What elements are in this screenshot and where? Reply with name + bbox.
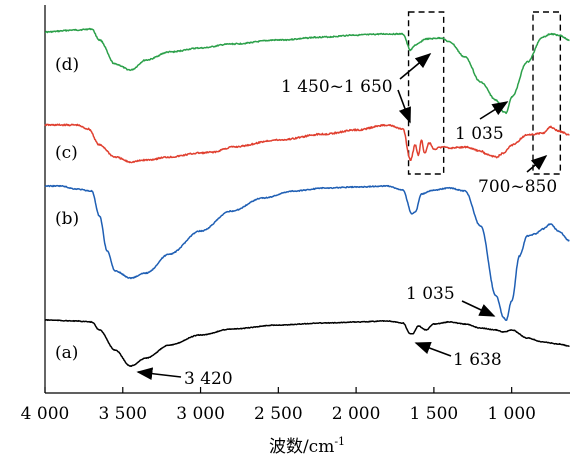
annotation-1450-1650: 1 450~1 650 <box>281 77 393 97</box>
annotation-1035-d: 1 035 <box>455 124 504 144</box>
series-line <box>44 318 570 367</box>
series-line <box>44 123 570 164</box>
x-tick-label: 3 500 <box>98 404 147 424</box>
highlight-boxes <box>407 11 562 175</box>
x-axis-title-text: 波数/cm <box>269 437 334 457</box>
arrow-3420 <box>136 367 182 381</box>
series-line <box>44 27 570 115</box>
arrow-1450-1650-upper <box>399 52 432 80</box>
arrow-1035-b <box>461 300 496 317</box>
series-line <box>44 184 570 322</box>
arrow-700-850 <box>526 154 548 173</box>
x-tick-labels: 4 000 3 500 3 000 2 500 2 000 1 500 1 000 <box>21 404 536 424</box>
series-lines <box>44 27 570 367</box>
series-label-b: (b) <box>55 209 79 229</box>
x-tick-label: 1 000 <box>487 404 536 424</box>
highlight-box <box>407 11 445 175</box>
plot-frame <box>44 5 570 394</box>
annotation-700-850: 700~850 <box>478 177 557 197</box>
annotation-1035-b: 1 035 <box>406 284 455 304</box>
arrow-1450-1650-lower <box>397 89 411 124</box>
x-tick-label: 1 500 <box>410 404 459 424</box>
x-tick-label: 4 000 <box>21 404 70 424</box>
series-label-d: (d) <box>55 55 79 75</box>
x-tick-label: 3 000 <box>176 404 225 424</box>
arrow-1035-d <box>479 101 509 120</box>
x-axis-title: 波数/cm-1 <box>269 435 345 457</box>
annotation-3420: 3 420 <box>184 369 233 389</box>
x-ticks <box>44 387 513 393</box>
x-tick-label: 2 500 <box>254 404 303 424</box>
highlight-box <box>532 11 562 175</box>
x-axis-title-superscript: -1 <box>334 435 345 448</box>
x-tick-label: 2 000 <box>332 404 381 424</box>
series-label-c: (c) <box>55 143 78 163</box>
series-label-a: (a) <box>55 343 78 363</box>
annotation-1638: 1 638 <box>453 350 502 370</box>
series-labels: (d) (c) (b) (a) <box>55 55 79 363</box>
arrow-1638 <box>414 342 452 357</box>
annotations: 1 450~1 650 1 035 700~850 1 035 1 638 3 … <box>136 52 557 389</box>
